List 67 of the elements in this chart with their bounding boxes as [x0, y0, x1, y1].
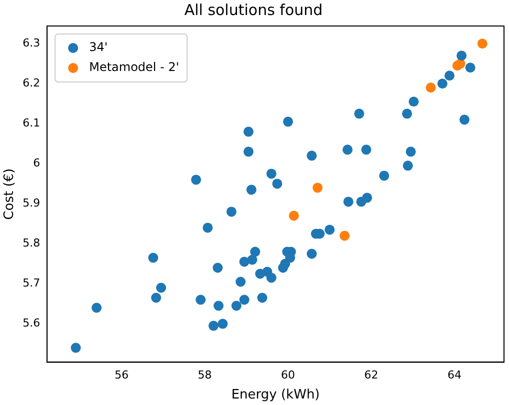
point	[306, 150, 317, 161]
point	[196, 294, 206, 305]
point	[202, 222, 213, 233]
point	[266, 272, 276, 283]
point	[402, 108, 412, 119]
point	[477, 38, 488, 49]
y-tick-label: 6	[33, 156, 40, 170]
point	[148, 252, 158, 263]
point	[426, 82, 436, 93]
point	[288, 210, 299, 221]
point	[244, 146, 254, 157]
point	[212, 262, 223, 273]
point	[208, 320, 219, 331]
y-tick-label: 5.8	[22, 236, 40, 250]
y-tick-label: 5.9	[22, 196, 40, 210]
y-tick-label: 6.3	[22, 36, 40, 50]
y-tick-label: 6.1	[22, 116, 40, 130]
y-tick-label: 5.6	[22, 316, 40, 330]
point	[459, 114, 470, 125]
point	[236, 276, 246, 287]
point	[226, 206, 236, 217]
point	[246, 184, 256, 195]
point	[272, 178, 282, 189]
point	[306, 248, 317, 259]
point	[156, 282, 166, 293]
point	[257, 292, 268, 303]
point	[437, 78, 448, 89]
point	[444, 70, 454, 81]
x-tick-label: 56	[114, 368, 129, 382]
point	[191, 174, 202, 185]
point	[340, 230, 350, 241]
point	[343, 196, 354, 207]
point	[362, 192, 372, 203]
point	[312, 182, 323, 193]
point	[231, 300, 242, 311]
point	[379, 170, 390, 181]
y-tick-label: 6.2	[22, 76, 40, 90]
x-tick-label: 60	[281, 368, 296, 382]
point	[244, 126, 254, 137]
point	[324, 224, 335, 235]
x-tick-label: 58	[198, 368, 212, 382]
point	[250, 246, 260, 257]
x-tick-label: 64	[447, 368, 462, 382]
legend-label: Metamodel - 2'	[89, 60, 180, 74]
point	[354, 108, 364, 119]
point	[342, 144, 353, 155]
point	[218, 318, 228, 329]
point	[408, 96, 419, 107]
point	[70, 342, 81, 353]
point	[92, 302, 102, 313]
legend-label: 34'	[89, 40, 108, 54]
point	[151, 292, 162, 303]
point	[465, 62, 476, 73]
y-tick-label: 5.7	[22, 276, 40, 290]
chart-title: All solutions found	[184, 0, 323, 19]
x-tick-label: 62	[364, 368, 378, 382]
point	[239, 294, 250, 305]
point	[456, 50, 467, 61]
point	[214, 300, 224, 311]
y-axis-title: Cost (€)	[2, 168, 18, 220]
point	[247, 254, 258, 265]
point	[361, 144, 372, 155]
point	[283, 116, 294, 127]
x-axis-title: Energy (kWh)	[231, 388, 320, 403]
point	[266, 168, 276, 179]
point	[406, 146, 416, 157]
point	[402, 160, 413, 171]
